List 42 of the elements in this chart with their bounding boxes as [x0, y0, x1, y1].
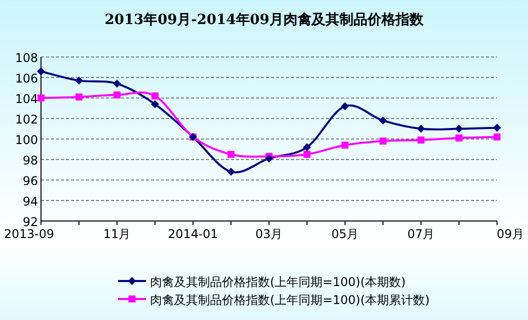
point: [342, 142, 348, 149]
legend-label: 肉禽及其制品价格指数(上年同期=100)(本期数): [150, 275, 406, 289]
point: [341, 102, 349, 110]
y-tick-label: 94: [22, 194, 38, 208]
x-tick-label: 2014-01: [168, 227, 218, 241]
y-tick-label: 104: [15, 92, 38, 106]
point: [38, 94, 44, 102]
point: [379, 116, 387, 125]
point: [455, 124, 463, 133]
y-tick-label: 96: [22, 174, 38, 188]
y-tick-label: 108: [15, 51, 38, 65]
point: [494, 133, 500, 140]
y-tick-label: 92: [22, 215, 38, 229]
point: [265, 154, 273, 162]
y-tick-label: 98: [22, 154, 38, 168]
point: [228, 150, 234, 158]
x-tick-label: 09月: [496, 227, 524, 241]
chart-title: 2013年09月-2014年09月肉禽及其制品价格指数: [104, 12, 424, 28]
point: [418, 136, 424, 144]
point: [76, 93, 82, 100]
x-tick-label: 03月: [255, 227, 283, 241]
x-tick-label: 2013-09: [4, 227, 54, 241]
point: [37, 67, 45, 76]
point: [303, 143, 311, 152]
point: [304, 150, 310, 158]
x-tick-label: 11月: [103, 227, 131, 241]
point: [114, 91, 120, 98]
point: [113, 80, 121, 88]
point: [456, 134, 462, 142]
point: [152, 92, 158, 100]
y-tick-label: 106: [15, 72, 38, 86]
point: [227, 168, 235, 176]
point: [493, 124, 501, 132]
x-tick-label: 07月: [407, 227, 435, 241]
x-tick-label: 05月: [331, 227, 359, 241]
y-tick-label: 102: [15, 112, 38, 126]
y-tick-label: 100: [15, 133, 38, 147]
point: [417, 124, 425, 133]
point: [380, 138, 386, 145]
point: [151, 100, 159, 108]
legend-label: 肉禽及其制品价格指数(上年同期=100)(本期累计数): [150, 293, 430, 307]
point: [75, 76, 83, 85]
